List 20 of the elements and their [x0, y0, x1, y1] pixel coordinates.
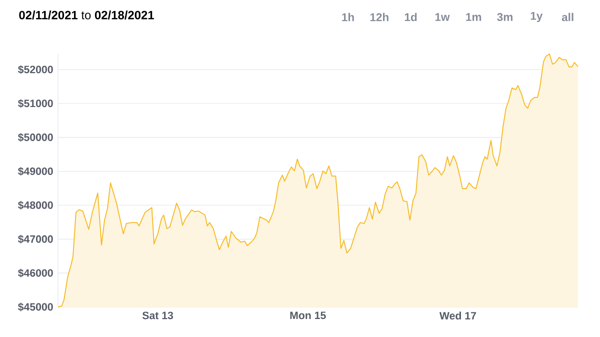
text: 1y: [530, 12, 543, 22]
y-tick-label: $48000: [18, 200, 53, 210]
text: 12h: [370, 12, 388, 22]
text: 1m: [466, 13, 482, 21]
y-tick-label: $45000: [18, 302, 53, 312]
y-tick-label: $49000: [18, 166, 53, 176]
x-tick-label: Mon 15: [290, 312, 326, 320]
y-tick-label: $47000: [18, 234, 53, 244]
text: all: [562, 12, 574, 22]
y-tick-label: $46000: [18, 268, 53, 278]
y-tick-label: $50000: [18, 133, 53, 142]
text: 1h: [342, 12, 354, 22]
text: 3m: [497, 13, 512, 21]
text: 1w: [435, 13, 450, 21]
x-tick-label: Sat 13: [142, 312, 174, 320]
y-tick-label: $51000: [18, 99, 53, 108]
x-tick-label: Wed 17: [439, 312, 476, 320]
chart-title: 02/11/2021 to 02/18/2021: [19, 10, 154, 20]
text: 1d: [404, 12, 417, 22]
y-tick-label: $52000: [18, 65, 53, 74]
